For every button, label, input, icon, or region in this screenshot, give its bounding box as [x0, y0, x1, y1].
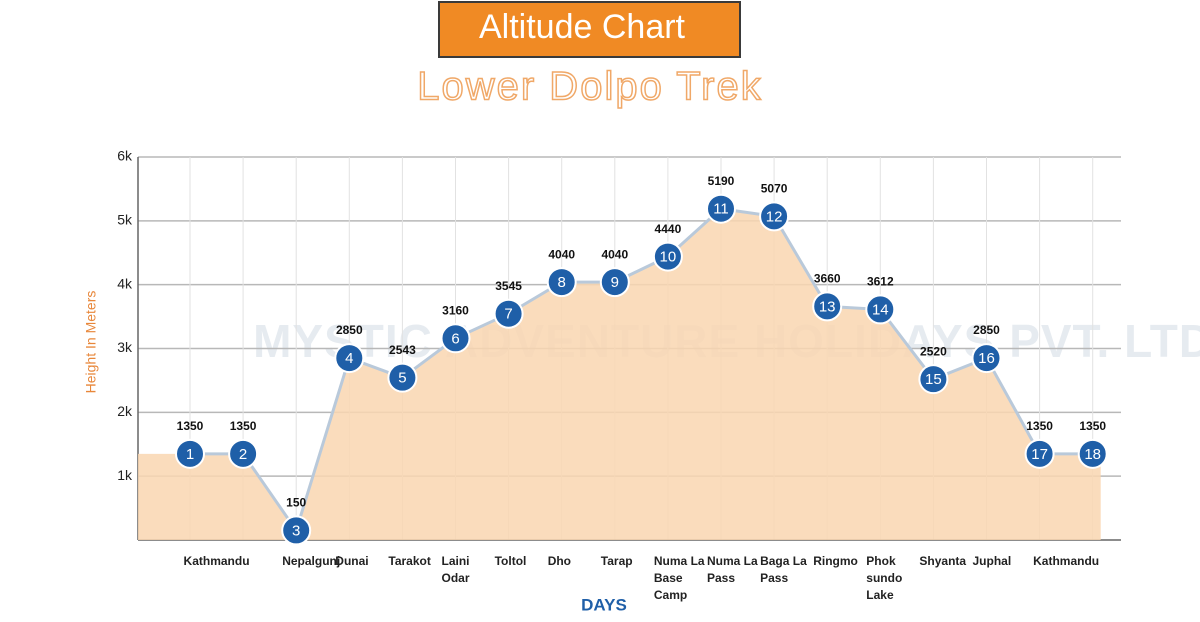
- x-tick-label: Numa La Base Camp: [653, 554, 705, 602]
- value-label: 3160: [442, 303, 469, 317]
- marker: [759, 201, 790, 232]
- value-label: 4440: [655, 222, 682, 236]
- x-axis-label: DAYS: [581, 595, 627, 614]
- value-label: 4040: [548, 247, 575, 261]
- marker-number: 14: [872, 301, 889, 318]
- x-tick-label: Kathmandu: [183, 554, 250, 568]
- x-tick-label: Dho: [547, 554, 572, 568]
- marker: [865, 294, 896, 325]
- marker-number: 5: [398, 370, 406, 387]
- marker: [706, 193, 736, 224]
- x-tick-label: Laini Odar: [441, 554, 470, 585]
- marker-number: 6: [451, 330, 459, 347]
- value-label: 4040: [601, 247, 628, 261]
- marker: [175, 438, 205, 469]
- marker-number: 7: [504, 306, 512, 323]
- value-label: 1350: [1079, 419, 1106, 433]
- marker-number: 12: [766, 208, 783, 225]
- value-label: 5070: [761, 182, 788, 196]
- y-tick-label: 4k: [117, 275, 133, 291]
- marker: [228, 438, 259, 469]
- x-tick-label: Ringmo: [813, 554, 858, 568]
- marker: [971, 343, 1002, 374]
- value-label: 2850: [336, 323, 363, 337]
- chart-subtitle: Lower Dolpo Trek: [417, 65, 762, 109]
- y-tick-label: 6k: [117, 148, 133, 164]
- marker-number: 2: [239, 446, 247, 463]
- marker: [440, 323, 471, 354]
- x-tick-label: Baga La Pass: [760, 554, 807, 585]
- x-tick-label: Nepalgunj: [282, 554, 341, 568]
- title-box: [438, 1, 741, 58]
- marker: [918, 364, 949, 395]
- value-label: 2850: [973, 323, 1000, 337]
- marker-number: 13: [819, 298, 836, 315]
- x-tick-label: Juphal: [972, 554, 1012, 568]
- x-tick-label: Dunai: [335, 554, 369, 568]
- value-label: 3612: [867, 275, 894, 289]
- y-tick-label: 2k: [117, 403, 133, 419]
- x-tick-label: Phok sundo Lake: [866, 554, 903, 602]
- value-label: 2520: [920, 344, 947, 358]
- value-label: 3545: [495, 279, 522, 293]
- marker: [387, 362, 418, 393]
- marker: [652, 241, 683, 272]
- y-tick-label: 3k: [117, 339, 133, 355]
- y-tick-label: 1k: [117, 467, 133, 483]
- value-label: 1350: [1026, 419, 1053, 433]
- marker-number: 9: [611, 274, 619, 291]
- marker-number: 10: [660, 249, 677, 266]
- value-label: 2543: [389, 343, 416, 357]
- x-tick-label: Tarap: [600, 554, 633, 568]
- marker-number: 11: [713, 201, 729, 218]
- x-tick-label: Shyanta: [919, 554, 967, 568]
- marker: [1077, 438, 1108, 469]
- x-tick-label: Tarakot: [388, 554, 431, 568]
- marker: [334, 343, 365, 374]
- area: [138, 208, 1101, 540]
- marker-number: 1: [186, 446, 194, 463]
- marker-number: 17: [1031, 446, 1048, 463]
- chart-title: Altitude Chart: [479, 8, 686, 46]
- marker: [599, 267, 630, 298]
- marker: [546, 267, 577, 298]
- marker: [493, 298, 524, 329]
- value-label: 1350: [230, 419, 257, 433]
- y-axis-label: Height In Meters: [83, 291, 99, 394]
- x-tick-label: Numa La Pass: [707, 554, 758, 585]
- marker: [281, 515, 312, 546]
- value-label: 150: [286, 496, 306, 510]
- value-label: 3660: [814, 272, 841, 286]
- marker-number: 3: [292, 522, 300, 539]
- y-tick-label: 5k: [117, 212, 133, 228]
- marker-number: 16: [978, 350, 995, 367]
- marker: [812, 291, 843, 322]
- marker-number: 15: [925, 371, 942, 388]
- x-tick-label: Kathmandu: [1033, 554, 1100, 568]
- value-label: 1350: [177, 419, 204, 433]
- marker-number: 18: [1084, 446, 1101, 463]
- x-tick-label: Toltol: [494, 554, 527, 568]
- marker-number: 4: [345, 350, 353, 367]
- marker: [1024, 438, 1055, 469]
- marker-number: 8: [558, 274, 566, 291]
- value-label: 5190: [708, 174, 735, 188]
